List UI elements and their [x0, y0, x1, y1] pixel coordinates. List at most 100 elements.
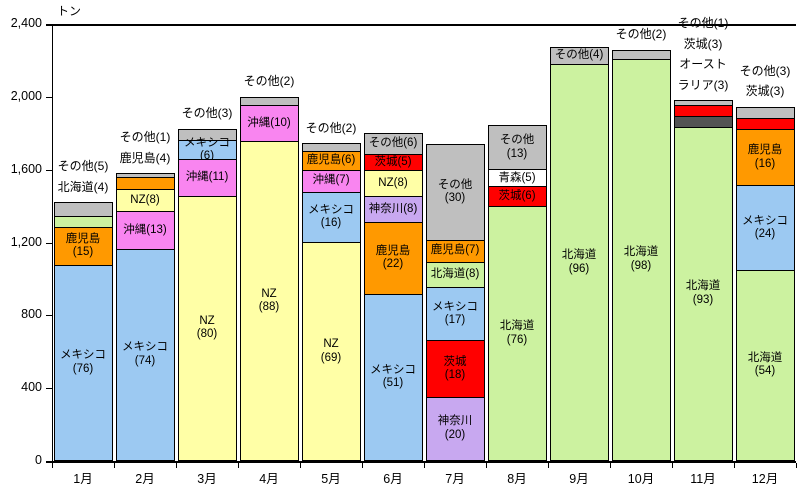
- y-axis-tick-label: 2,000: [10, 88, 42, 103]
- segment-label: メキシコ (16): [308, 203, 354, 230]
- bar-segment-nz: NZ(8): [116, 188, 174, 212]
- segment-label: 鹿児島 (16): [747, 144, 783, 170]
- plot-area: 鹿児島 (15) メキシコ (76) その他(5) 北海道(4) NZ(8) 沖縄(13…: [52, 16, 796, 461]
- x-axis-month-label: 3月: [197, 472, 217, 486]
- y-axis-tick-mark: [46, 315, 52, 317]
- bar-column-10月: 北海道 (98): [611, 49, 671, 461]
- y-axis-tick-label: 1,600: [10, 161, 42, 176]
- x-axis-tick-mark: [300, 463, 301, 468]
- segment-label: 沖縄(10): [247, 116, 291, 129]
- x-axis-tick-mark: [610, 463, 611, 468]
- segment-label: 茨城(5): [374, 155, 412, 168]
- bar-segment-ibaraki: 茨城(5): [364, 153, 422, 171]
- bar-segment-kanagawa: 神奈川(8): [364, 196, 422, 223]
- bar-segment-mexico: メキシコ(6): [178, 137, 236, 162]
- y-axis-tick-mark: [46, 96, 52, 98]
- bar-segment-ibaraki: 茨城(6): [488, 186, 546, 207]
- bar-segment-hokkaido: 北海道 (93): [674, 126, 732, 460]
- bar-segment-kanagawa: 神奈川 (20): [426, 397, 484, 460]
- bar-segment-ibaraki: 茨城 (18): [426, 340, 484, 397]
- bar-segment-others: [612, 50, 670, 59]
- bar-segment-mexico: メキシコ (16): [302, 191, 360, 243]
- bar-segment-others: その他 (13): [488, 126, 546, 170]
- segment-label: 鹿児島 (15): [65, 232, 101, 259]
- segment-label: 北海道 (93): [685, 280, 721, 306]
- bar-segment-okinawa: 沖縄(13): [116, 211, 174, 249]
- segment-label: メキシコ (74): [122, 341, 168, 367]
- x-axis-month-label: 2月: [135, 472, 155, 486]
- segment-label: その他(4): [554, 49, 604, 62]
- x-axis-month-label: 12月: [751, 472, 779, 486]
- bar-segment-okinawa: 沖縄(10): [240, 105, 298, 142]
- bar-segment-others: その他 (30): [426, 145, 484, 240]
- plot-top-border: [46, 24, 796, 26]
- segment-label: 鹿児島(6): [306, 153, 356, 166]
- bar-segment-mexico: メキシコ (17): [426, 286, 484, 341]
- segment-label: NZ(8): [378, 176, 408, 189]
- segment-label: メキシコ (24): [742, 214, 788, 241]
- segment-label: 沖縄(13): [123, 223, 167, 236]
- bar-segment-okinawa: 沖縄(7): [302, 169, 360, 192]
- x-axis-month-label: 6月: [383, 472, 403, 486]
- y-axis-tick-mark: [46, 242, 52, 244]
- bar-segment-hokkaido: 北海道 (76): [488, 206, 546, 460]
- bar-segment-nz: NZ (69): [302, 242, 360, 460]
- segment-label: NZ (69): [320, 338, 342, 364]
- segment-label: 北海道 (98): [623, 246, 659, 272]
- bar-column-6月: その他(6) 茨城(5) NZ(8) 神奈川(8) 鹿児島 (22) メキシコ (51): [363, 133, 423, 461]
- segment-label: メキシコ (76): [60, 349, 106, 375]
- bar-column-8月: その他 (13) 青森(5) 茨城(6) 北海道 (76): [487, 125, 547, 461]
- x-axis-tick-mark: [672, 463, 673, 468]
- bar-segment-nz: NZ (80): [178, 195, 236, 460]
- segment-label: NZ (80): [196, 314, 218, 341]
- bar-column-9月: その他(4) 北海道 (96): [549, 46, 609, 461]
- x-axis-tick-mark: [52, 463, 53, 468]
- x-axis-month-label: 8月: [507, 472, 527, 486]
- x-axis-month-label: 5月: [321, 472, 341, 486]
- x-axis-tick-mark: [362, 463, 363, 468]
- x-axis-tick-mark: [796, 463, 797, 468]
- x-axis-tick-mark: [176, 463, 177, 468]
- x-axis-tick-mark: [114, 463, 115, 468]
- y-axis-tick-label: 400: [21, 380, 42, 395]
- bar-segment-mexico: メキシコ (24): [736, 185, 794, 270]
- segment-label: NZ (88): [258, 287, 280, 314]
- bar-segment-nz: NZ (88): [240, 141, 298, 460]
- bar-segment-hokkaido: [54, 216, 112, 227]
- bar-segment-hokkaido: 北海道 (54): [736, 269, 794, 460]
- x-axis-tick-mark: [238, 463, 239, 468]
- x-axis-line: [46, 461, 796, 463]
- bar-segment-others: その他(4): [550, 47, 608, 65]
- segment-label: その他 (13): [499, 134, 535, 160]
- bar-segment-others: [54, 203, 112, 217]
- bar-segment-kagoshima: 鹿児島(6): [302, 150, 360, 170]
- y-axis-tick-label: 1,200: [10, 234, 42, 249]
- x-axis-tick-mark: [424, 463, 425, 468]
- segment-label: その他(6): [368, 137, 418, 150]
- x-axis-tick-mark: [734, 463, 735, 468]
- bar-segment-others: その他(6): [364, 134, 422, 154]
- x-axis-tick-mark: [548, 463, 549, 468]
- segment-label: 神奈川(8): [368, 202, 418, 215]
- segment-label: 北海道 (96): [561, 249, 597, 275]
- y-axis-tick-mark: [46, 169, 52, 171]
- y-axis-tick-mark: [46, 24, 52, 25]
- segment-label: 鹿児島 (22): [375, 244, 411, 271]
- x-axis-month-label: 4月: [259, 472, 279, 486]
- x-axis-month-label: 7月: [445, 472, 465, 486]
- segment-label: 青森(5): [498, 171, 536, 184]
- segment-label: 茨城(6): [498, 189, 536, 202]
- bar-segment-nz: NZ(8): [364, 170, 422, 197]
- x-axis-month-label: 9月: [569, 472, 589, 486]
- bar-segment-kagoshima: [116, 177, 174, 189]
- x-axis-month-label: 10月: [627, 472, 655, 486]
- segment-label: 北海道(8): [430, 267, 480, 280]
- bar-segment-kagoshima: 鹿児島 (22): [364, 222, 422, 294]
- bar-segment-kagoshima: 鹿児島(7): [426, 239, 484, 262]
- above-bar-labels: その他(2): [243, 74, 295, 89]
- bar-segment-hokkaido: 北海道 (96): [550, 64, 608, 460]
- bar-column-4月: 沖縄(10) NZ (88): [239, 96, 299, 461]
- bar-segment-mexico: メキシコ (76): [54, 264, 112, 460]
- bar-column-7月: その他 (30) 鹿児島(7) 北海道(8) メキシコ (17) 茨城 (18) 神奈川 …: [425, 144, 485, 461]
